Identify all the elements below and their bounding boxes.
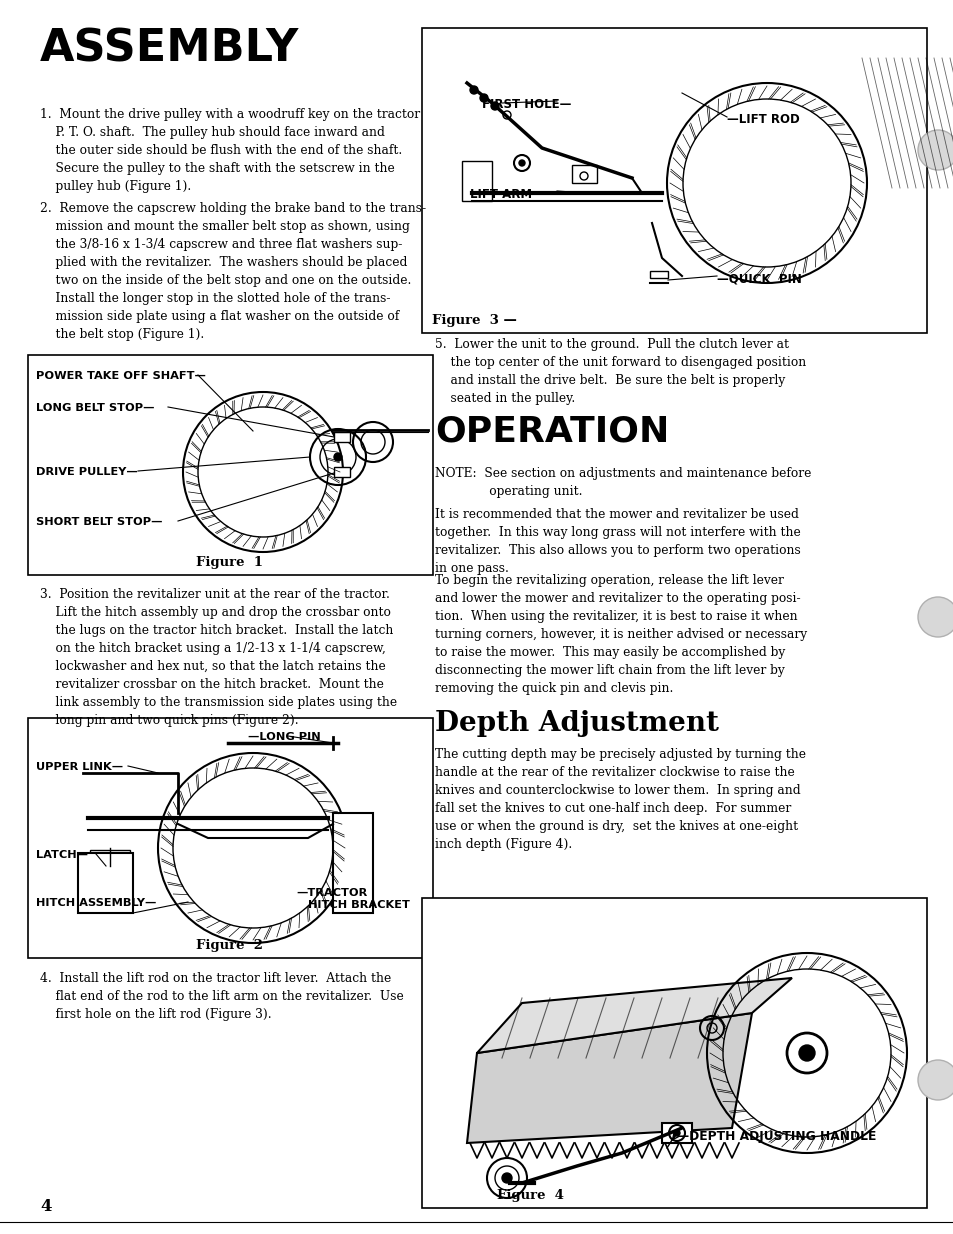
Text: LIFT ARM—: LIFT ARM—	[470, 188, 543, 201]
Circle shape	[502, 111, 511, 118]
Text: FIRST HOLE—: FIRST HOLE—	[481, 97, 571, 111]
Bar	[90, 850, 130, 866]
Text: UPPER LINK—: UPPER LINK—	[36, 763, 123, 772]
Bar	[421, 898, 926, 1208]
Text: 2.  Remove the capscrew holding the brake band to the trans-
    mission and mou: 2. Remove the capscrew holding the brake…	[40, 202, 426, 341]
Circle shape	[501, 1174, 512, 1183]
Text: —LONG PIN: —LONG PIN	[248, 732, 320, 742]
Text: ASSEMBLY: ASSEMBLY	[40, 28, 299, 72]
Text: —TRACTOR
   HITCH BRACKET: —TRACTOR HITCH BRACKET	[295, 888, 410, 909]
Text: DRIVE PULLEY—: DRIVE PULLEY—	[36, 466, 137, 478]
Text: Figure  1: Figure 1	[196, 557, 263, 569]
Bar	[78, 853, 132, 913]
Text: —QUICK  PIN: —QUICK PIN	[717, 273, 801, 286]
Bar	[461, 160, 492, 201]
Circle shape	[470, 86, 477, 94]
Text: HITCH ASSEMBLY—: HITCH ASSEMBLY—	[36, 898, 156, 908]
Circle shape	[479, 94, 488, 102]
Text: It is recommended that the mower and revitalizer be used
together.  In this way : It is recommended that the mower and rev…	[435, 508, 800, 575]
Text: 1.  Mount the drive pulley with a woodruff key on the tractor
    P. T. O. shaft: 1. Mount the drive pulley with a woodruf…	[40, 109, 419, 193]
Bar	[649, 271, 667, 278]
Bar	[572, 165, 597, 183]
Polygon shape	[476, 979, 791, 1053]
Text: LATCH—: LATCH—	[36, 850, 88, 860]
Text: —LIFT ROD: —LIFT ROD	[726, 114, 799, 126]
Bar	[334, 432, 350, 442]
Text: Figure  3 —: Figure 3 —	[432, 313, 517, 327]
Text: SHORT BELT STOP—: SHORT BELT STOP—	[36, 517, 162, 527]
Circle shape	[799, 1045, 814, 1061]
Bar	[334, 466, 350, 478]
Bar	[661, 1123, 691, 1143]
Text: Depth Adjustment: Depth Adjustment	[435, 710, 719, 737]
Text: 5.  Lower the unit to the ground.  Pull the clutch lever at
    the top center o: 5. Lower the unit to the ground. Pull th…	[435, 338, 805, 405]
Circle shape	[917, 597, 953, 637]
Text: NOTE:  See section on adjustments and maintenance before
              operating: NOTE: See section on adjustments and mai…	[435, 466, 810, 499]
Bar	[333, 813, 373, 913]
Bar	[421, 28, 926, 333]
Text: LONG BELT STOP—: LONG BELT STOP—	[36, 404, 154, 413]
Circle shape	[491, 102, 498, 110]
Text: The cutting depth may be precisely adjusted by turning the
handle at the rear of: The cutting depth may be precisely adjus…	[435, 748, 805, 851]
Text: Figure  4: Figure 4	[497, 1190, 563, 1202]
Text: 3.  Position the revitalizer unit at the rear of the tractor.
    Lift the hitch: 3. Position the revitalizer unit at the …	[40, 587, 396, 727]
Text: To begin the revitalizing operation, release the lift lever
and lower the mower : To begin the revitalizing operation, rel…	[435, 574, 806, 695]
Text: POWER TAKE OFF SHAFT—: POWER TAKE OFF SHAFT—	[36, 371, 206, 381]
Circle shape	[673, 1130, 679, 1137]
Circle shape	[917, 1060, 953, 1099]
Text: Figure  2: Figure 2	[196, 939, 263, 951]
Circle shape	[334, 453, 341, 462]
Text: —DEPTH ADJUSTING HANDLE: —DEPTH ADJUSTING HANDLE	[677, 1130, 876, 1143]
Circle shape	[917, 130, 953, 170]
Polygon shape	[467, 1013, 751, 1143]
Text: 4: 4	[40, 1198, 51, 1215]
Text: 4.  Install the lift rod on the tractor lift lever.  Attach the
    flat end of : 4. Install the lift rod on the tractor l…	[40, 972, 403, 1021]
Circle shape	[518, 160, 524, 167]
Bar	[28, 355, 433, 575]
Text: OPERATION: OPERATION	[435, 415, 669, 449]
Bar	[28, 718, 433, 958]
